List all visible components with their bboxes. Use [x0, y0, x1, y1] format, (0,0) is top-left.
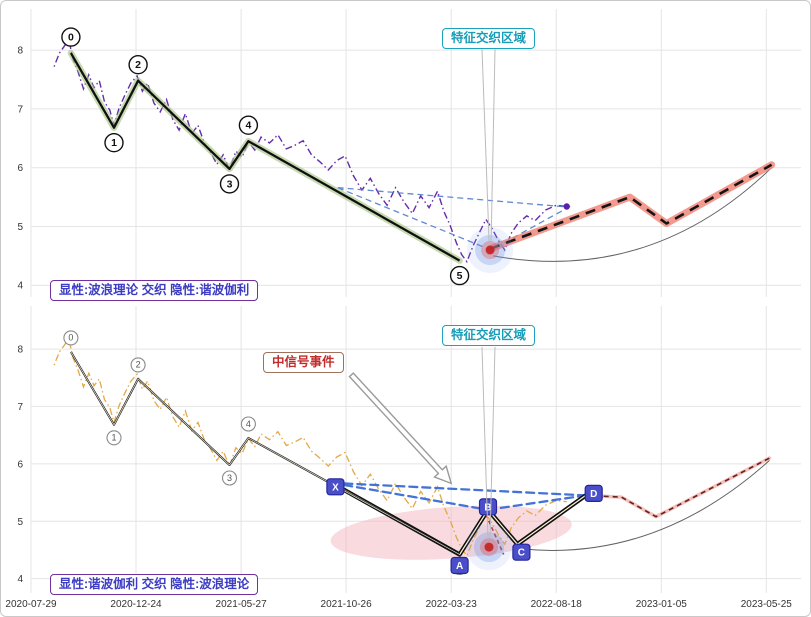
y-tick-label: 8	[17, 345, 23, 356]
wave-marker-label: 2	[135, 59, 141, 71]
zone-label-top: 特征交织区域	[442, 28, 536, 49]
wave-marker-label: 4	[245, 120, 251, 132]
wave-line-halo	[67, 49, 463, 264]
xabcd-marker-label: A	[456, 561, 463, 572]
xabcd-marker-box	[512, 543, 531, 561]
x-tick-label: 2020-12-24	[110, 599, 162, 610]
y-tick-label: 7	[17, 402, 23, 413]
feature-triangle	[337, 187, 571, 251]
wave-marker	[130, 357, 146, 373]
signal-arrow	[348, 372, 453, 485]
wave-marker	[106, 430, 122, 446]
wave-marker	[61, 27, 81, 47]
wave-marker-label: 1	[111, 433, 116, 443]
harmonic-guide-line	[330, 481, 587, 497]
xabcd-marker-box	[584, 484, 603, 502]
legend-label-top: 显性:波浪理论 交织 隐性:谐波伽利	[50, 280, 259, 301]
y-tick-label: 5	[17, 222, 23, 233]
x-tick-label: 2023-05-25	[741, 599, 793, 610]
trend-arc	[520, 460, 770, 551]
wave-marker-label: 1	[111, 137, 117, 149]
trend-arc	[493, 167, 772, 262]
pattern-ellipse-highlight	[330, 505, 572, 560]
signal-event-label: 中信号事件	[263, 352, 344, 373]
zone-leader-line	[481, 346, 489, 540]
y-tick-label: 7	[17, 104, 23, 115]
wave-line	[69, 52, 461, 262]
wave-marker-label: 0	[68, 333, 73, 343]
xabcd-marker-label: B	[484, 502, 491, 513]
x-tick-label: 2020-07-29	[5, 599, 57, 610]
wave-marker-label: 3	[227, 473, 232, 483]
wave-marker-label: 4	[246, 419, 251, 429]
x-tick-label: 2022-03-23	[426, 599, 478, 610]
xabcd-marker-box	[450, 556, 469, 575]
xabcd-marker-label: C	[518, 548, 525, 559]
wave-marker-label: 3	[227, 178, 233, 190]
y-tick-label: 4	[17, 574, 23, 585]
x-tick-label: 2021-05-27	[216, 599, 268, 610]
wave-marker	[104, 132, 124, 153]
wave-marker	[128, 55, 148, 75]
wave-marker-label: 2	[136, 360, 141, 370]
target-glow-ring	[485, 245, 495, 255]
zone-label-bottom: 特征交织区域	[442, 325, 536, 346]
zone-leader-line	[481, 48, 490, 243]
projection-halo	[486, 161, 776, 253]
target-glow-ring	[484, 542, 494, 552]
projection-halo	[583, 456, 772, 519]
x-tick-label: 2022-08-18	[531, 599, 583, 610]
y-tick-label: 4	[17, 281, 23, 292]
y-tick-label: 8	[17, 46, 23, 57]
xabcd-marker-box	[326, 478, 345, 496]
zone-leader-line	[489, 346, 496, 540]
harmonic-guide-line	[486, 494, 587, 511]
xabcd-marker-label: D	[590, 489, 597, 500]
xabcd-marker-label: X	[332, 482, 339, 493]
price-line	[53, 37, 567, 264]
wave-marker	[219, 174, 240, 194]
x-tick-label: 2023-01-05	[636, 599, 688, 610]
zone-leader-line	[490, 48, 496, 243]
legend-label-bottom: 显性:谐波伽利 交织 隐性:波浪理论	[50, 574, 259, 595]
x-tick-label: 2021-10-26	[321, 599, 373, 610]
projection-line	[489, 163, 773, 251]
wave-marker	[240, 416, 256, 432]
panel-elliott: 4 5 6 7 8 0 1 2 3 4 5	[17, 9, 801, 297]
wave-marker	[238, 115, 259, 135]
y-tick-label: 6	[17, 163, 23, 174]
y-tick-label: 6	[17, 459, 23, 470]
wave-marker	[449, 265, 470, 286]
wave-line-core	[70, 351, 460, 555]
harmonic-guide-line	[330, 481, 490, 511]
xabcd-marker-box	[478, 498, 498, 516]
y-tick-label: 5	[17, 517, 23, 528]
panel-harmonic: 45678012345XABCD	[17, 306, 801, 593]
wave-marker-label: 5	[457, 270, 463, 282]
price-end-dot	[563, 203, 570, 210]
price-line	[53, 337, 567, 558]
wave-marker	[63, 330, 79, 346]
wave-marker-label: 0	[68, 32, 74, 44]
signal-dash-line	[485, 514, 505, 555]
projection-line	[585, 457, 770, 518]
wave-marker	[221, 470, 238, 486]
